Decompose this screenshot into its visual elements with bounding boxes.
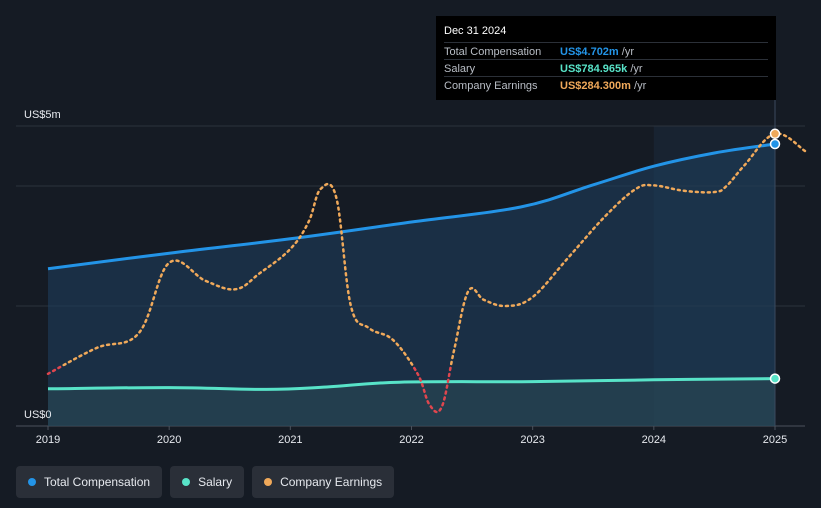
tooltip-value-text: US$284.300m	[560, 80, 631, 92]
series-areas	[48, 144, 775, 426]
marker-company-earnings	[769, 128, 781, 140]
line-salary	[47, 377, 776, 391]
tooltip-value: US$4.702m /yr	[560, 46, 634, 58]
tooltip-label: Salary	[444, 63, 476, 75]
tooltip-value-text: US$784.965k	[560, 63, 628, 75]
x-tick-label: 2024	[642, 434, 666, 446]
legend-dot-icon	[28, 478, 36, 486]
area-total-compensation	[48, 144, 775, 426]
tooltip-value: US$784.965k /yr	[560, 63, 643, 75]
marker-salary	[769, 373, 781, 384]
x-tick-label: 2021	[278, 434, 302, 446]
area-salary	[48, 378, 775, 426]
legend-label: Company Earnings	[280, 475, 383, 489]
tooltip-row-salary: Salary US$784.965k /yr	[444, 59, 768, 77]
line-company-earnings	[59, 132, 807, 366]
legend-item-company-earnings[interactable]: Company Earnings	[252, 466, 395, 498]
x-tick-label: 2023	[520, 434, 544, 446]
tooltip: Dec 31 2024 Total Compensation US$4.702m…	[436, 16, 776, 100]
tooltip-label: Company Earnings	[444, 80, 538, 92]
tooltip-unit: /yr	[630, 80, 647, 92]
tooltip-value-text: US$4.702m	[560, 46, 619, 58]
legend-item-total-compensation[interactable]: Total Compensation	[16, 466, 163, 498]
legend-label: Salary	[198, 475, 233, 489]
legend-label: Total Compensation	[44, 475, 151, 489]
x-axis-ticks: 2019 2020 2021 2022 2023 2024 2025	[36, 426, 787, 446]
x-tick-label: 2022	[399, 434, 423, 446]
tooltip-row-total-compensation: Total Compensation US$4.702m /yr	[444, 42, 768, 60]
y-axis-bottom-label: US$0	[24, 409, 52, 421]
legend-dot-icon	[182, 478, 191, 486]
line-company-earnings-low	[46, 366, 453, 414]
x-tick-label: 2025	[763, 434, 787, 446]
tooltip-unit: /yr	[627, 63, 643, 75]
series-markers	[769, 100, 781, 426]
tooltip-date: Dec 31 2024	[444, 25, 507, 37]
marker-total-compensation	[769, 138, 781, 150]
x-tick-label: 2019	[36, 434, 60, 446]
tooltip-value: US$284.300m /yr	[560, 80, 646, 92]
tooltip-unit: /yr	[618, 46, 634, 58]
legend-item-salary[interactable]: Salary	[170, 466, 245, 498]
series-lines	[46, 132, 807, 414]
legend: Total Compensation Salary Company Earnin…	[16, 466, 395, 498]
tooltip-row-company-earnings: Company Earnings US$284.300m /yr	[444, 76, 768, 94]
line-total-compensation	[47, 142, 776, 271]
tooltip-label: Total Compensation	[444, 46, 542, 58]
x-tick-label: 2020	[157, 434, 181, 446]
legend-dot-icon	[264, 478, 273, 486]
y-axis-top-label: US$5m	[24, 109, 61, 121]
